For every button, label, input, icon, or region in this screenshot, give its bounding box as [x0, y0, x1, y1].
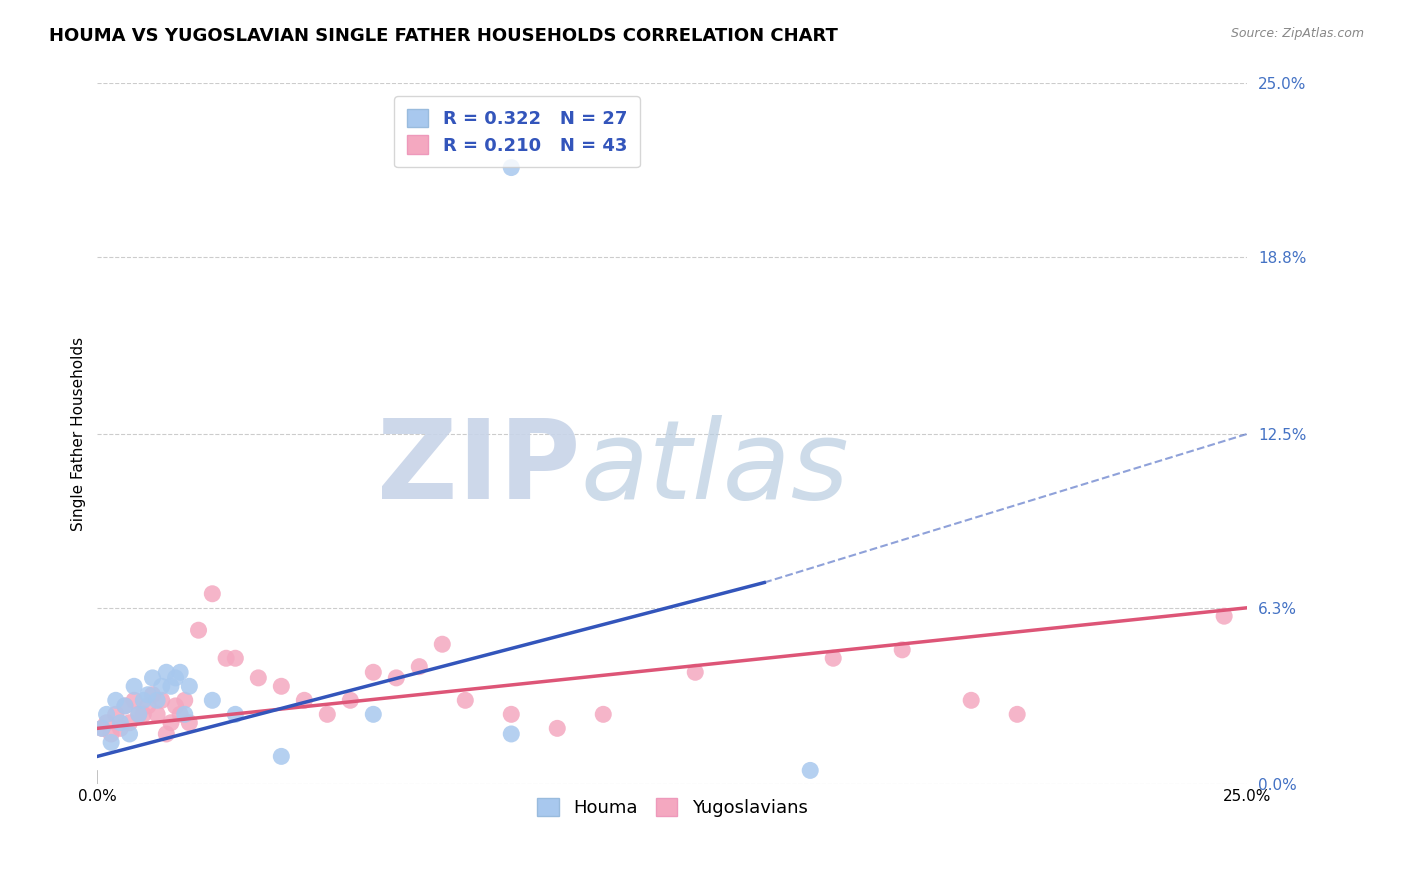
Point: [132, 693, 155, 707]
Point: [546, 722, 568, 736]
Point: [173, 693, 195, 707]
Point: [96, 707, 118, 722]
Point: [501, 161, 523, 175]
Point: [179, 715, 201, 730]
Point: [132, 707, 155, 722]
Point: [201, 587, 224, 601]
Point: [118, 727, 141, 741]
Point: [224, 651, 246, 665]
Point: [141, 671, 163, 685]
Point: [385, 671, 408, 685]
Point: [592, 707, 614, 722]
Point: [91, 722, 114, 736]
Text: ZIP: ZIP: [377, 416, 581, 523]
Point: [823, 651, 845, 665]
Point: [799, 764, 821, 778]
Point: [363, 707, 385, 722]
Point: [128, 707, 150, 722]
Point: [100, 735, 122, 749]
Point: [104, 693, 127, 707]
Point: [1005, 707, 1028, 722]
Point: [292, 693, 315, 707]
Point: [891, 643, 914, 657]
Point: [408, 659, 430, 673]
Point: [179, 679, 201, 693]
Point: [100, 727, 122, 741]
Text: Source: ZipAtlas.com: Source: ZipAtlas.com: [1230, 27, 1364, 40]
Point: [683, 665, 706, 680]
Point: [454, 693, 477, 707]
Point: [136, 688, 159, 702]
Point: [150, 693, 173, 707]
Point: [187, 624, 209, 638]
Point: [141, 688, 163, 702]
Point: [114, 698, 136, 713]
Point: [501, 707, 523, 722]
Point: [155, 727, 177, 741]
Point: [104, 707, 127, 722]
Point: [165, 671, 187, 685]
Point: [363, 665, 385, 680]
Point: [146, 707, 169, 722]
Point: [122, 693, 145, 707]
Point: [339, 693, 361, 707]
Point: [1213, 609, 1236, 624]
Point: [114, 698, 136, 713]
Point: [160, 679, 183, 693]
Point: [128, 707, 150, 722]
Point: [122, 679, 145, 693]
Point: [91, 722, 114, 736]
Point: [224, 707, 246, 722]
Point: [136, 698, 159, 713]
Point: [316, 707, 339, 722]
Point: [150, 679, 173, 693]
Point: [169, 665, 191, 680]
Point: [165, 698, 187, 713]
Point: [501, 727, 523, 741]
Point: [110, 722, 132, 736]
Point: [169, 707, 191, 722]
Point: [173, 707, 195, 722]
Point: [270, 679, 292, 693]
Legend: Houma, Yugoslavians: Houma, Yugoslavians: [530, 790, 815, 824]
Point: [96, 715, 118, 730]
Point: [110, 715, 132, 730]
Text: atlas: atlas: [581, 416, 849, 523]
Point: [270, 749, 292, 764]
Point: [201, 693, 224, 707]
Point: [215, 651, 238, 665]
Point: [160, 715, 183, 730]
Y-axis label: Single Father Households: Single Father Households: [72, 337, 86, 531]
Point: [960, 693, 983, 707]
Point: [247, 671, 270, 685]
Text: HOUMA VS YUGOSLAVIAN SINGLE FATHER HOUSEHOLDS CORRELATION CHART: HOUMA VS YUGOSLAVIAN SINGLE FATHER HOUSE…: [49, 27, 838, 45]
Point: [155, 665, 177, 680]
Point: [118, 715, 141, 730]
Point: [146, 693, 169, 707]
Point: [432, 637, 454, 651]
